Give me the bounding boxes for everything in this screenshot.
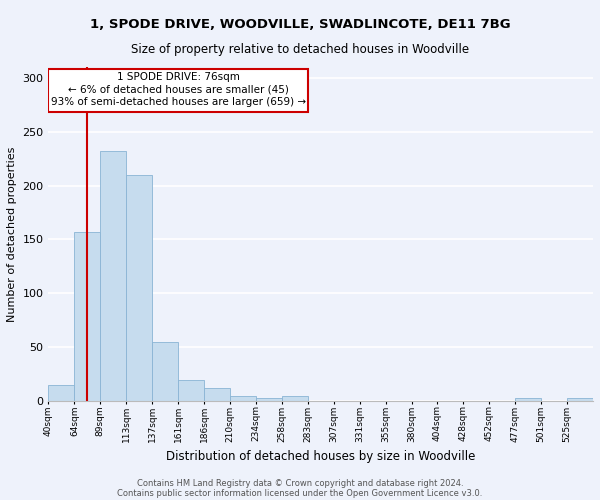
Text: Contains HM Land Registry data © Crown copyright and database right 2024.: Contains HM Land Registry data © Crown c…	[137, 478, 463, 488]
Bar	[152, 342, 178, 401]
Bar	[256, 398, 282, 401]
FancyBboxPatch shape	[49, 69, 308, 112]
Text: Contains public sector information licensed under the Open Government Licence v3: Contains public sector information licen…	[118, 488, 482, 498]
X-axis label: Distribution of detached houses by size in Woodville: Distribution of detached houses by size …	[166, 450, 475, 463]
Bar	[204, 388, 230, 401]
Text: 1, SPODE DRIVE, WOODVILLE, SWADLINCOTE, DE11 7BG: 1, SPODE DRIVE, WOODVILLE, SWADLINCOTE, …	[89, 18, 511, 30]
Bar	[49, 385, 74, 401]
Bar	[515, 398, 541, 401]
Text: ← 6% of detached houses are smaller (45): ← 6% of detached houses are smaller (45)	[68, 84, 289, 94]
Bar	[567, 398, 593, 401]
Text: Size of property relative to detached houses in Woodville: Size of property relative to detached ho…	[131, 42, 469, 56]
Text: 1 SPODE DRIVE: 76sqm: 1 SPODE DRIVE: 76sqm	[117, 72, 239, 83]
Bar	[100, 151, 126, 401]
Text: 93% of semi-detached houses are larger (659) →: 93% of semi-detached houses are larger (…	[50, 97, 306, 107]
Bar	[282, 396, 308, 401]
Bar	[74, 232, 100, 401]
Bar	[126, 175, 152, 401]
Y-axis label: Number of detached properties: Number of detached properties	[7, 146, 17, 322]
Bar	[178, 380, 204, 401]
Bar	[230, 396, 256, 401]
